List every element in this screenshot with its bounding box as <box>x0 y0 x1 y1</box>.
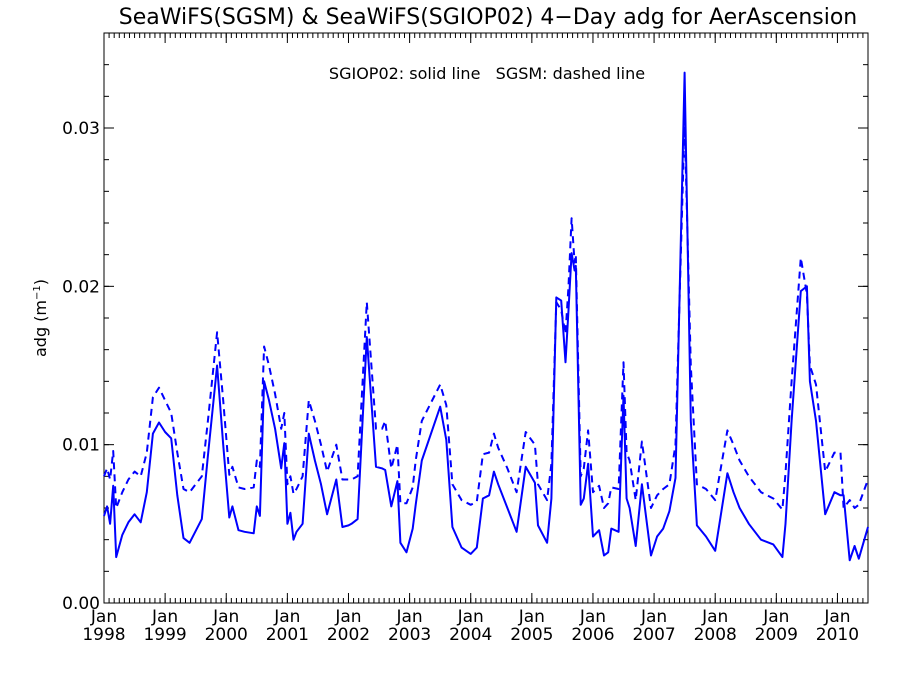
x-tick-label-month: Jan <box>579 607 606 627</box>
x-tick-label-year: 2002 <box>327 625 370 645</box>
plot-frame <box>103 32 869 604</box>
y-tick-label: 0.00 <box>62 594 100 614</box>
x-tick-label-year: 2007 <box>632 625 675 645</box>
y-axis-label-close: ) <box>31 279 50 285</box>
x-tick-label-month: Jan <box>701 607 728 627</box>
x-tick-label-month: Jan <box>762 607 789 627</box>
y-axis-label-text: adg (m <box>31 300 50 357</box>
x-tick-label-month: Jan <box>334 607 361 627</box>
x-tick-label-year: 1999 <box>143 625 186 645</box>
series-annotation: SGIOP02: solid line SGSM: dashed line <box>329 64 645 83</box>
x-tick-label-month: Jan <box>395 607 422 627</box>
x-tick-label-month: Jan <box>273 607 300 627</box>
y-axis-label-superscript: −1 <box>32 285 43 300</box>
y-tick-label: 0.03 <box>62 119 100 139</box>
series-line-sgsm <box>103 119 869 511</box>
series-line-sgiop02 <box>103 71 869 562</box>
x-tick-label-month: Jan <box>518 607 545 627</box>
x-tick-label-year: 1998 <box>82 625 125 645</box>
x-tick-label-month: Jan <box>90 607 117 627</box>
x-tick-label-month: Jan <box>457 607 484 627</box>
x-tick-label-year: 2006 <box>571 625 614 645</box>
x-tick-label-year: 2000 <box>205 625 248 645</box>
chart-title: SeaWiFS(SGSM) & SeaWiFS(SGIOP02) 4−Day a… <box>119 5 858 30</box>
x-tick-label-year: 2003 <box>388 625 431 645</box>
x-tick-label-year: 2005 <box>510 625 553 645</box>
y-tick-label: 0.02 <box>62 277 100 297</box>
x-tick-label-year: 2008 <box>694 625 737 645</box>
x-tick-label-year: 2010 <box>816 625 859 645</box>
y-tick-label: 0.01 <box>62 436 100 456</box>
x-tick-label-year: 2001 <box>266 625 309 645</box>
x-tick-label-month: Jan <box>151 607 178 627</box>
plot-area: 0.000.010.020.03Jan1998Jan1999Jan2000Jan… <box>62 32 869 645</box>
y-axis-label: adg (m−1) <box>31 279 50 357</box>
x-tick-label-month: Jan <box>212 607 239 627</box>
x-tick-label-year: 2004 <box>449 625 492 645</box>
x-tick-label-month: Jan <box>640 607 667 627</box>
x-tick-label-month: Jan <box>823 607 850 627</box>
x-tick-label-year: 2009 <box>755 625 798 645</box>
